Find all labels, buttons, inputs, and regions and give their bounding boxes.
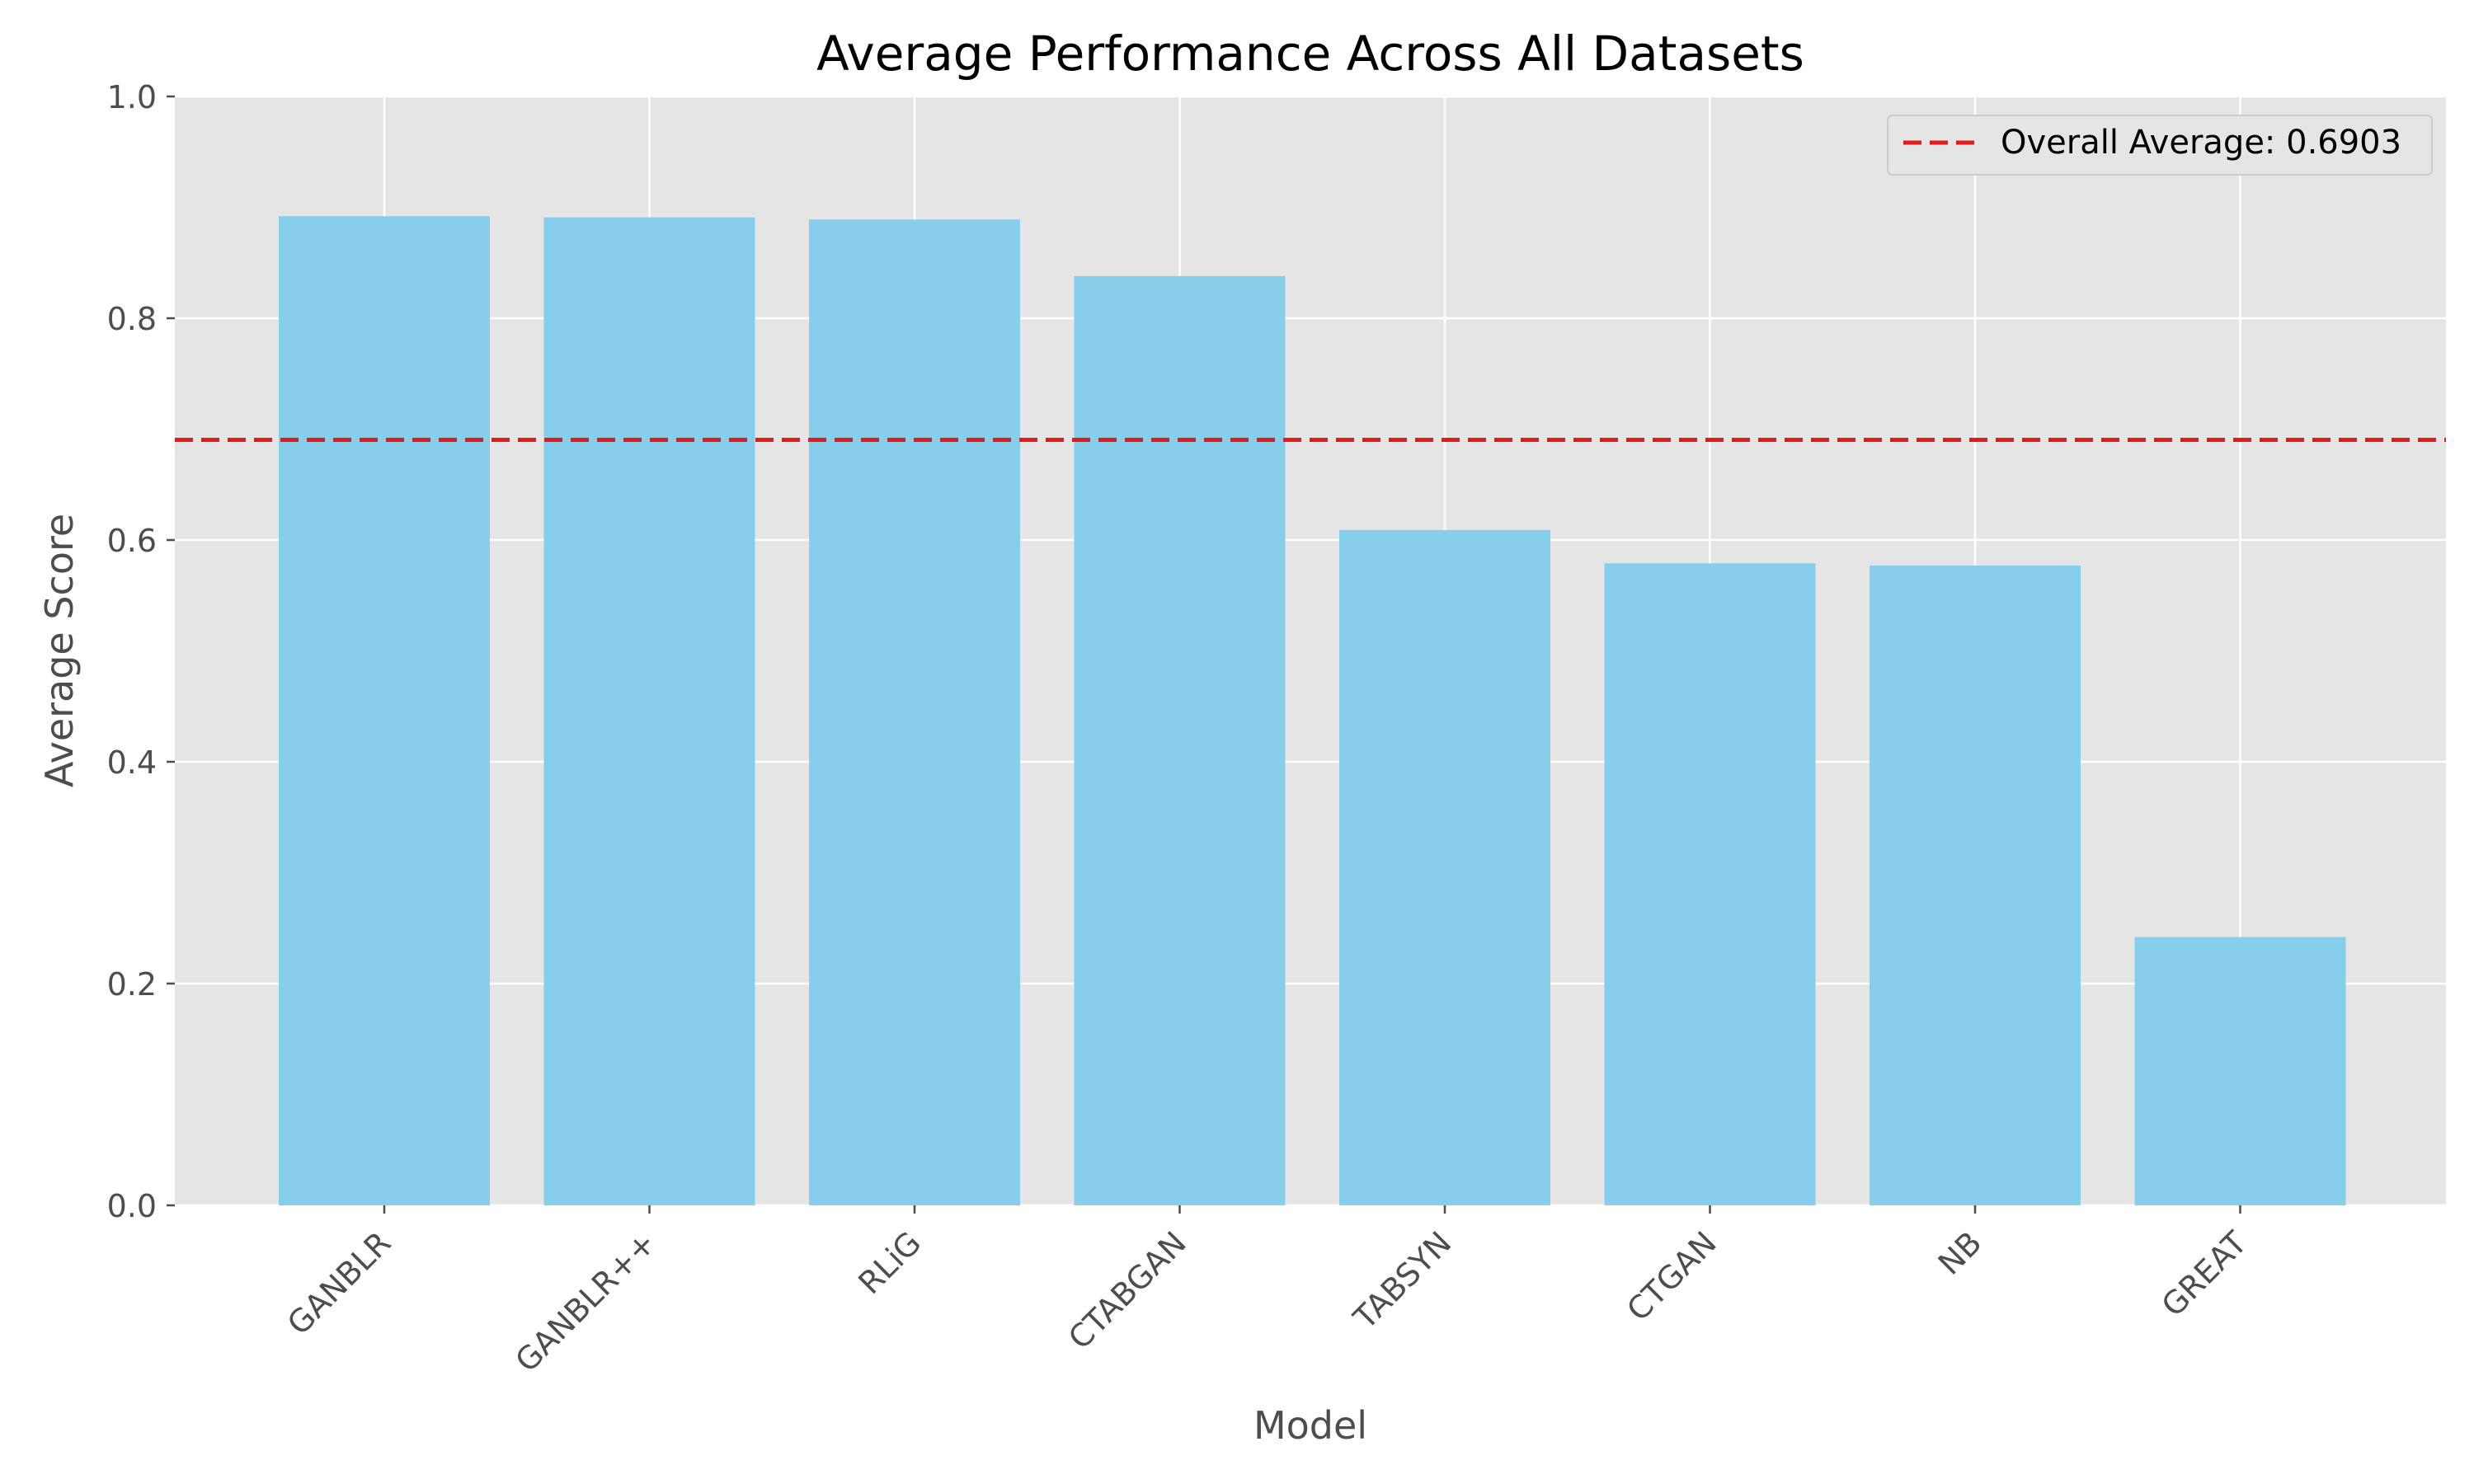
bar-ganblr- <box>543 217 755 1206</box>
y-tick-label: 0.0 <box>107 1188 157 1224</box>
y-axis-label: Average Score <box>37 514 82 787</box>
x-tick-label: RLiG <box>851 1224 928 1301</box>
chart-title: Average Performance Across All Datasets <box>816 26 1804 82</box>
plot-area <box>175 96 2446 1205</box>
x-tick-label: CTABGAN <box>1061 1224 1193 1356</box>
x-axis: GANBLR GANBLR++ RLiG CTABGAN TABSYN CTGAN NB GR… <box>280 1205 2255 1379</box>
x-axis-label: Model <box>1253 1403 1367 1448</box>
x-tick-label: GANBLR <box>280 1224 397 1341</box>
bar-nb <box>1870 565 2081 1205</box>
y-axis: 0.0 0.2 0.4 0.6 0.8 1.0 <box>107 79 175 1224</box>
y-tick-label: 0.2 <box>107 966 157 1003</box>
x-tick-label: GREAT <box>2155 1224 2255 1324</box>
y-tick-label: 1.0 <box>107 79 157 115</box>
legend-box <box>1887 115 2433 176</box>
y-tick-label: 0.4 <box>107 744 157 781</box>
bar-ctgan <box>1604 563 1816 1205</box>
bar-ctabgan <box>1074 275 1286 1205</box>
legend: Overall Average: 0.6903 <box>1887 115 2433 176</box>
bar-ganblr <box>279 216 490 1205</box>
x-tick-label: NB <box>1931 1224 1989 1282</box>
bar-great <box>2134 937 2346 1205</box>
legend-entry: Overall Average: 0.6903 <box>2001 124 2401 162</box>
x-tick-label: TABSYN <box>1346 1224 1458 1336</box>
bar-rlig <box>809 219 1020 1205</box>
x-tick-label: GANBLR++ <box>508 1224 663 1379</box>
bars <box>279 216 2346 1206</box>
y-tick-label: 0.8 <box>107 301 157 337</box>
y-tick-label: 0.6 <box>107 523 157 559</box>
x-tick-label: CTGAN <box>1620 1224 1724 1328</box>
bar-tabsyn <box>1339 529 1550 1205</box>
